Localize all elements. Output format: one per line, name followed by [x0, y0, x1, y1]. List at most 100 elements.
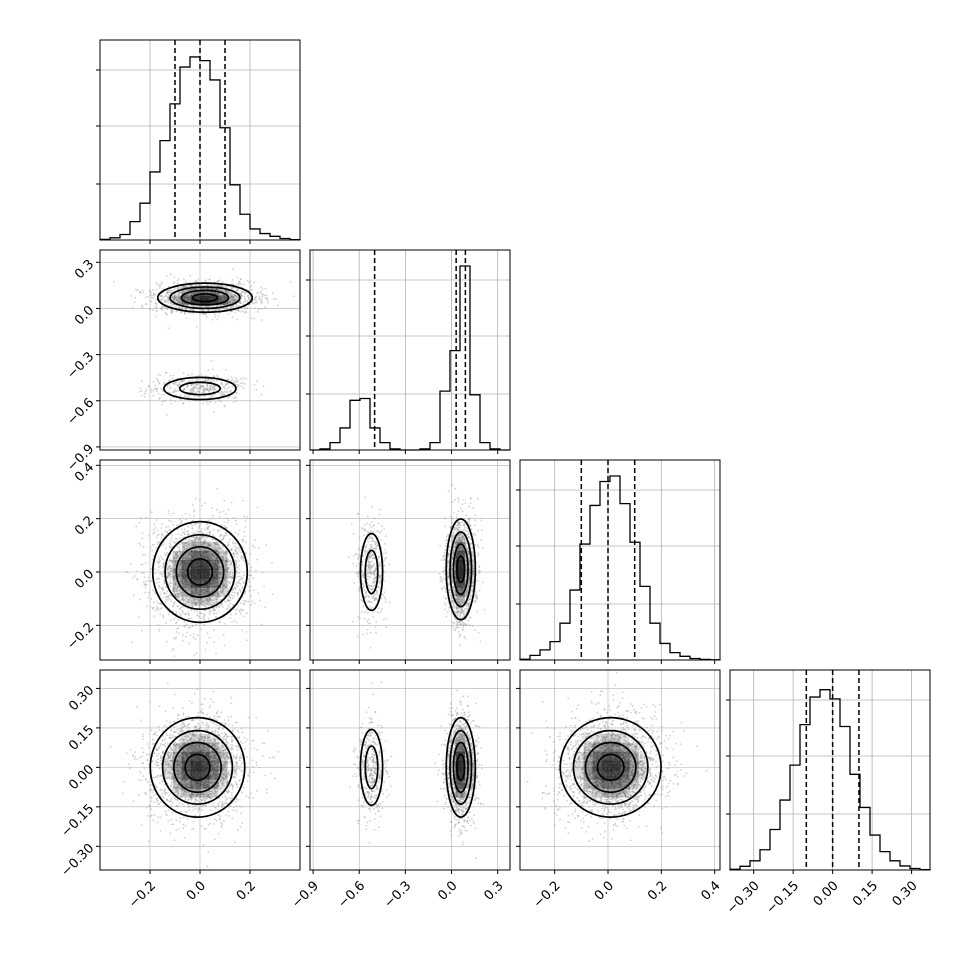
scatter-point	[173, 594, 176, 597]
scatter-point	[199, 530, 202, 533]
scatter-point	[173, 296, 176, 299]
scatter-point	[206, 389, 209, 391]
scatter-point	[177, 384, 179, 387]
scatter-point	[223, 303, 226, 306]
scatter-point	[222, 558, 224, 561]
scatter-point	[176, 291, 179, 294]
scatter-point	[198, 605, 201, 607]
scatter-point	[167, 297, 170, 299]
scatter-point	[200, 593, 202, 595]
scatter-point	[165, 585, 168, 588]
scatter-point	[195, 536, 198, 539]
scatter-point	[179, 565, 181, 567]
scatter-point	[237, 572, 240, 575]
scatter-point	[162, 394, 165, 396]
scatter-point	[190, 391, 193, 394]
scatter-point	[204, 389, 206, 392]
scatter-point	[178, 575, 181, 578]
scatter-point	[177, 293, 180, 296]
scatter-point	[162, 616, 165, 618]
scatter-point	[150, 294, 153, 296]
scatter-point	[208, 590, 211, 593]
scatter-point	[184, 512, 187, 515]
scatter-point	[226, 590, 229, 593]
scatter-point	[212, 283, 215, 286]
scatter-point	[219, 393, 222, 396]
scatter-point	[200, 537, 202, 540]
scatter-point	[205, 588, 208, 591]
scatter-point	[223, 393, 226, 396]
scatter-point	[218, 552, 221, 554]
scatter-point	[202, 591, 204, 594]
scatter-point	[145, 584, 148, 587]
scatter-point	[161, 400, 164, 403]
scatter-point	[208, 543, 211, 546]
scatter-point	[194, 589, 197, 592]
scatter-point	[219, 297, 222, 300]
scatter-point	[135, 570, 138, 573]
scatter-point	[197, 541, 200, 544]
scatter-point	[222, 294, 224, 297]
scatter-point	[211, 579, 214, 582]
scatter-point	[227, 543, 230, 546]
scatter-point	[192, 539, 195, 542]
scatter-point	[214, 293, 217, 296]
scatter-point	[209, 598, 212, 601]
scatter-point	[189, 557, 191, 560]
scatter-point	[175, 621, 178, 624]
scatter-point	[452, 601, 455, 604]
scatter-point	[205, 590, 208, 593]
scatter-point	[140, 517, 142, 519]
scatter-point	[186, 384, 189, 387]
scatter-point	[203, 615, 206, 617]
scatter-point	[208, 519, 211, 522]
scatter-point	[206, 385, 209, 387]
scatter-point	[237, 282, 240, 285]
scatter-point	[239, 583, 242, 585]
scatter-point	[194, 288, 197, 291]
scatter-point	[182, 296, 184, 299]
scatter-point	[166, 290, 169, 292]
scatter-point	[202, 536, 204, 538]
scatter-point	[231, 574, 234, 577]
scatter-point	[217, 289, 220, 291]
scatter-point	[183, 295, 186, 298]
scatter-point	[184, 308, 187, 310]
scatter-point	[238, 283, 241, 285]
scatter-point	[168, 379, 170, 382]
scatter-point	[175, 553, 178, 556]
scatter-point	[193, 305, 196, 307]
scatter-point	[174, 637, 177, 640]
scatter-point	[214, 597, 217, 600]
scatter-point	[208, 531, 211, 534]
scatter-point	[175, 631, 178, 633]
scatter-point	[221, 558, 224, 561]
scatter-point	[215, 601, 218, 604]
scatter-point	[223, 587, 225, 590]
scatter-point	[161, 588, 164, 590]
scatter-point	[164, 300, 167, 303]
scatter-point	[213, 580, 216, 583]
scatter-point	[214, 308, 217, 311]
scatter-point	[193, 309, 195, 312]
scatter-point	[225, 382, 228, 385]
x-tick-label: 0.00	[811, 878, 842, 909]
scatter-point	[183, 278, 185, 281]
scatter-point	[224, 289, 226, 292]
scatter-point	[161, 534, 163, 537]
scatter-point	[202, 616, 205, 618]
scatter-point	[185, 304, 187, 307]
scatter-point	[195, 602, 197, 605]
scatter-point	[183, 533, 186, 535]
scatter-point	[228, 300, 231, 303]
x-tick-label: 0.30	[890, 878, 921, 909]
scatter-point	[158, 382, 161, 385]
scatter-point	[176, 595, 179, 598]
scatter-point	[153, 615, 156, 618]
scatter-point	[238, 581, 241, 583]
scatter-point	[255, 388, 258, 391]
scatter-point	[142, 546, 145, 548]
scatter-point	[242, 556, 244, 559]
histogram-panel-2	[516, 459, 721, 664]
scatter-point	[232, 552, 234, 555]
